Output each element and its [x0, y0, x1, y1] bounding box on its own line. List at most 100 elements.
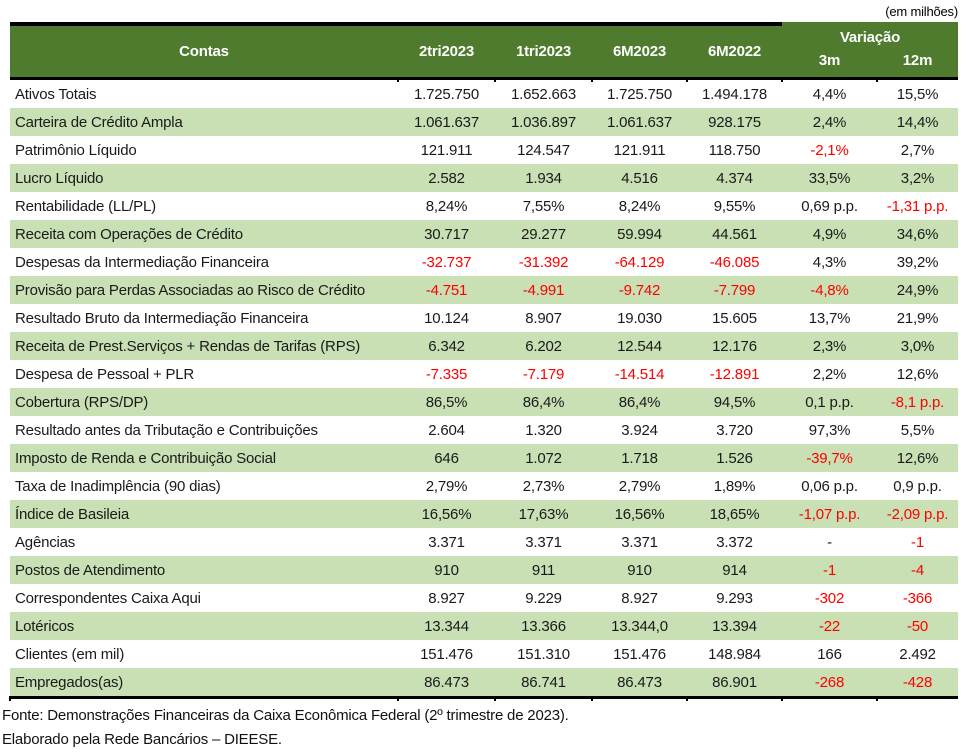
cell-2tri2023: 2.582: [428, 169, 465, 187]
cell-6m2023: -9.742: [618, 281, 661, 299]
cell-6m2022: 118.750: [708, 141, 761, 159]
cell-1tri2023: 7,55%: [522, 197, 565, 215]
table-row: Agências 3.371 3.371 3.371 3.372 - -1: [10, 528, 958, 556]
cell-6m2022: 13.394: [712, 617, 757, 635]
cell-6m2023: 1.718: [621, 449, 658, 467]
cell-6m2023: 13.344,0: [611, 617, 668, 635]
cell-6m2023: 8.927: [621, 589, 658, 607]
cell-var-12m: 0,9 p.p.: [893, 477, 942, 495]
table-row: Índice de Basileia 16,56% 17,63% 16,56% …: [10, 500, 958, 528]
header-contas: Contas: [10, 22, 398, 77]
cell-6m2022: 9,55%: [713, 197, 756, 215]
cell-6m2023: 12.544: [617, 337, 662, 355]
table-row: Postos de Atendimento 910 911 910 914 -1…: [10, 556, 958, 584]
cell-6m2022: 928.175: [708, 113, 761, 131]
cell-1tri2023: 1.320: [525, 421, 562, 439]
table-row: Despesas da Intermediação Financeira -32…: [10, 248, 958, 276]
table-row: Carteira de Crédito Ampla 1.061.637 1.03…: [10, 108, 958, 136]
cell-6m2022: -7.799: [713, 281, 756, 299]
row-label: Provisão para Perdas Associadas ao Risco…: [15, 281, 365, 299]
table-row: Ativos Totais 1.725.750 1.652.663 1.725.…: [10, 80, 958, 108]
cell-var-12m: 12,6%: [896, 365, 939, 383]
cell-6m2022: 86.901: [712, 673, 757, 691]
cell-6m2023: -14.514: [614, 365, 665, 383]
cell-var-3m: -268: [814, 673, 845, 691]
cell-6m2022: 12.176: [712, 337, 757, 355]
row-label: Patrimônio Líquido: [15, 141, 137, 159]
cell-var-3m: 2,4%: [812, 113, 847, 131]
cell-var-12m: -8,1 p.p.: [890, 393, 945, 411]
column-tick: [781, 696, 783, 701]
table-row: Resultado antes da Tributação e Contribu…: [10, 416, 958, 444]
cell-var-3m: 2,2%: [812, 365, 847, 383]
table-row: Rentabilidade (LL/PL) 8,24% 7,55% 8,24% …: [10, 192, 958, 220]
table-row: Resultado Bruto da Intermediação Finance…: [10, 304, 958, 332]
cell-6m2023: 151.476: [613, 645, 666, 663]
column-tick: [591, 696, 593, 701]
column-tick: [9, 696, 11, 701]
cell-1tri2023: 2,73%: [522, 477, 565, 495]
cell-2tri2023: 10.124: [424, 309, 469, 327]
cell-1tri2023: 29.277: [521, 225, 566, 243]
row-label: Imposto de Renda e Contribuição Social: [15, 449, 276, 467]
cell-var-12m: 34,6%: [896, 225, 939, 243]
cell-var-3m: 97,3%: [808, 421, 851, 439]
cell-6m2023: 2,79%: [618, 477, 661, 495]
row-label: Lotéricos: [15, 617, 75, 635]
header-variacao: Variação: [839, 28, 901, 46]
cell-2tri2023: 16,56%: [421, 505, 472, 523]
cell-6m2022: 15.605: [712, 309, 757, 327]
cell-var-12m: -428: [902, 673, 933, 691]
cell-6m2022: 3.720: [716, 421, 753, 439]
header-2tri2023: 2tri2023: [398, 22, 495, 77]
cell-var-12m: 3,2%: [900, 169, 935, 187]
table-row: Despesa de Pessoal + PLR -7.335 -7.179 -…: [10, 360, 958, 388]
cell-1tri2023: 1.652.663: [511, 85, 576, 103]
column-tick: [397, 696, 399, 701]
cell-6m2022: -12.891: [709, 365, 760, 383]
cell-6m2023: 121.911: [613, 141, 666, 159]
cell-6m2022: 1.526: [716, 449, 753, 467]
cell-2tri2023: 3.371: [428, 533, 465, 551]
cell-var-12m: -50: [906, 617, 929, 635]
row-label: Clientes (em mil): [15, 645, 125, 663]
cell-1tri2023: -4.991: [522, 281, 565, 299]
row-label: Postos de Atendimento: [15, 561, 166, 579]
cell-1tri2023: 151.310: [517, 645, 570, 663]
cell-2tri2023: 910: [434, 561, 459, 579]
cell-var-3m: 4,3%: [812, 253, 847, 271]
cell-1tri2023: -7.179: [522, 365, 565, 383]
cell-2tri2023: 86.473: [424, 673, 469, 691]
cell-1tri2023: 6.202: [525, 337, 562, 355]
cell-2tri2023: 151.476: [420, 645, 473, 663]
column-tick: [876, 77, 878, 82]
row-label: Índice de Basileia: [15, 505, 129, 523]
cell-6m2023: 3.924: [621, 421, 658, 439]
cell-2tri2023: -7.335: [425, 365, 468, 383]
cell-2tri2023: 2,79%: [425, 477, 468, 495]
row-label: Lucro Líquido: [15, 169, 104, 187]
cell-6m2022: 4.374: [716, 169, 753, 187]
cell-var-3m: 0,69 p.p.: [801, 197, 858, 215]
row-label: Carteira de Crédito Ampla: [15, 113, 183, 131]
header-6m2022: 6M2022: [687, 22, 782, 77]
cell-2tri2023: 86,5%: [425, 393, 468, 411]
cell-2tri2023: 8,24%: [425, 197, 468, 215]
cell-1tri2023: -31.392: [518, 253, 569, 271]
column-tick: [591, 77, 593, 82]
cell-var-12m: 2,7%: [900, 141, 935, 159]
cell-6m2023: 3.371: [621, 533, 658, 551]
cell-var-3m: 33,5%: [808, 169, 851, 187]
row-label: Agências: [15, 533, 76, 551]
cell-2tri2023: -32.737: [421, 253, 472, 271]
table-header: Contas 2tri2023 1tri2023 6M2023 6M2022 V…: [10, 22, 958, 82]
column-tick: [686, 696, 688, 701]
cell-1tri2023: 9.229: [525, 589, 562, 607]
cell-6m2023: 1.725.750: [607, 85, 672, 103]
cell-var-12m: 15,5%: [896, 85, 939, 103]
cell-var-12m: -366: [902, 589, 933, 607]
row-label: Ativos Totais: [15, 85, 97, 103]
row-label: Rentabilidade (LL/PL): [15, 197, 156, 215]
table-row: Receita de Prest.Serviços + Rendas de Ta…: [10, 332, 958, 360]
table-row: Taxa de Inadimplência (90 dias) 2,79% 2,…: [10, 472, 958, 500]
